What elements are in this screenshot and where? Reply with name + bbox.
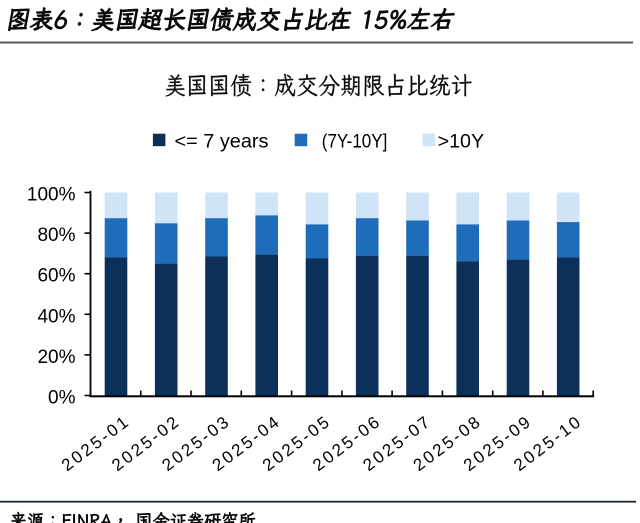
svg-text:100%: 100% bbox=[27, 185, 76, 206]
svg-text:(7Y-10Y]: (7Y-10Y] bbox=[322, 131, 388, 152]
svg-text:20%: 20% bbox=[37, 347, 75, 368]
svg-text:60%: 60% bbox=[37, 266, 75, 287]
svg-text:40%: 40% bbox=[37, 306, 75, 327]
svg-text:>10Y: >10Y bbox=[438, 131, 485, 152]
svg-text:80%: 80% bbox=[37, 225, 75, 246]
svg-text:<= 7 years: <= 7 years bbox=[175, 131, 269, 152]
svg-text:0%: 0% bbox=[48, 388, 76, 409]
